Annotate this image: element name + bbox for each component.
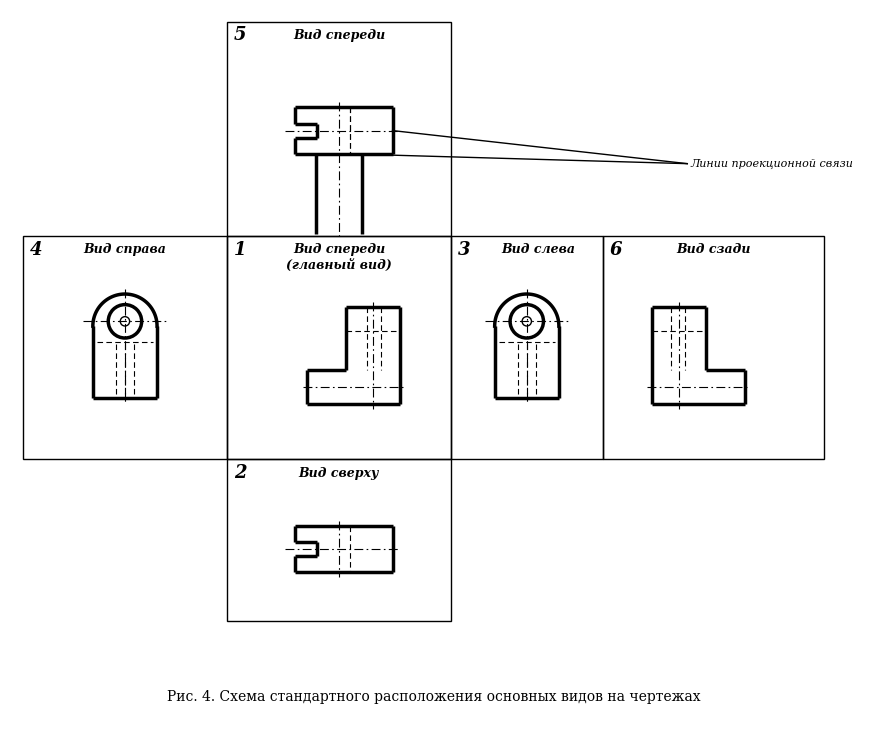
Text: 1: 1 [234, 241, 246, 258]
Text: 3: 3 [458, 241, 470, 258]
Bar [451, 236, 603, 459]
Bar [227, 236, 451, 459]
Bar [23, 236, 227, 459]
Text: Вид справа: Вид справа [84, 244, 166, 256]
Text: Вид спереди: Вид спереди [292, 29, 385, 43]
Text: 4: 4 [29, 241, 42, 258]
Text: Вид спереди
(главный вид): Вид спереди (главный вид) [286, 244, 392, 272]
Bar [603, 236, 823, 459]
Text: Линии проекционной связи: Линии проекционной связи [690, 159, 853, 169]
Text: Вид сзади: Вид сзади [676, 244, 750, 256]
Text: 5: 5 [234, 26, 246, 45]
Text: 6: 6 [610, 241, 622, 258]
Bar [227, 21, 451, 236]
Bar [227, 459, 451, 621]
Text: Вид слева: Вид слева [501, 244, 575, 256]
Text: Рис. 4. Схема стандартного расположения основных видов на чертежах: Рис. 4. Схема стандартного расположения … [166, 690, 701, 704]
Text: 2: 2 [234, 465, 246, 482]
Text: Вид сверху: Вид сверху [299, 468, 380, 480]
